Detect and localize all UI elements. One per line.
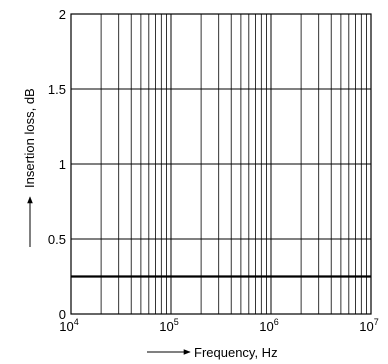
major-gridlines xyxy=(70,13,372,315)
y-tick-labels: 0 0.5 1 1.5 2 xyxy=(48,7,66,322)
x-tick-label: 104 xyxy=(59,317,78,334)
x-tick-label: 106 xyxy=(259,317,278,334)
x-tick-label: 105 xyxy=(159,317,178,334)
x-tick-label: 107 xyxy=(359,317,378,334)
y-tick-label: 1 xyxy=(59,157,66,172)
y-tick-label: 0.5 xyxy=(48,232,66,247)
plot-frame xyxy=(70,13,372,315)
y-tick-label: 0 xyxy=(59,307,66,322)
x-tick-labels: 104 105 106 107 xyxy=(59,317,378,334)
y-tick-label: 2 xyxy=(59,7,66,22)
y-axis-label: Insertion loss, dB xyxy=(22,88,37,188)
y-tick-label: 1.5 xyxy=(48,82,66,97)
x-axis-label: Frequency, Hz xyxy=(194,345,278,360)
